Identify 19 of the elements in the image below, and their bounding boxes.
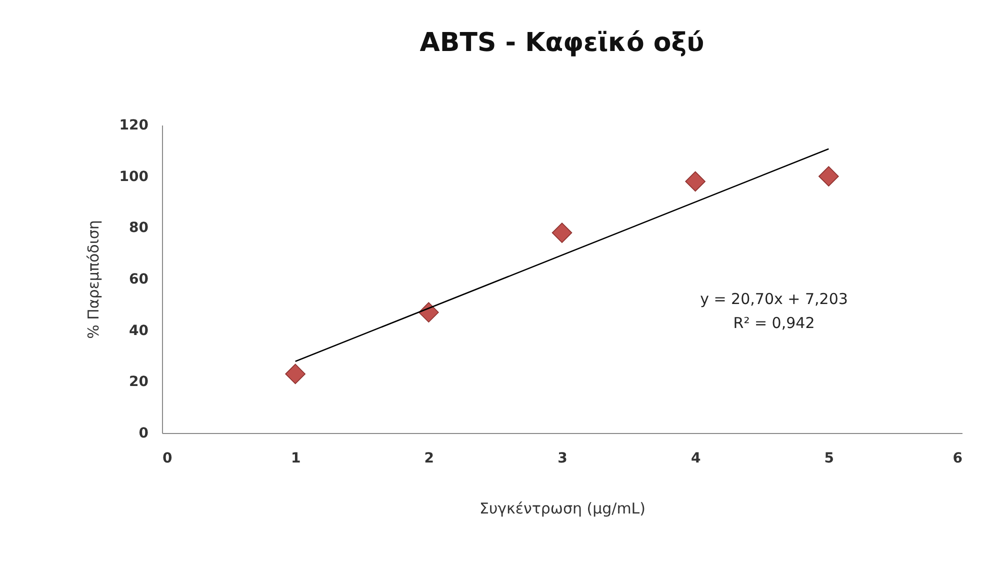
y-tick-label: 120 [119, 118, 149, 134]
y-tick-label: 60 [129, 272, 149, 288]
y-axis-title: % Παρεμπόδιση [84, 220, 102, 339]
y-tick-label: 20 [129, 374, 149, 390]
x-tick-label: 0 [162, 450, 172, 466]
x-axis-title: Συγκέντρωση (μg/mL) [479, 500, 646, 518]
y-tick-label: 0 [138, 426, 149, 442]
annotation: y = 20,70x + 7,203 [700, 290, 848, 308]
chart-title: ABTS - Καφεϊκό οξύ [420, 28, 704, 58]
y-tick-label: 80 [129, 220, 149, 236]
x-tick-label: 2 [424, 450, 434, 466]
x-tick-label: 4 [690, 450, 701, 466]
x-tick-label: 6 [952, 450, 962, 466]
y-tick-label: 40 [129, 322, 149, 339]
x-tick-label: 1 [290, 450, 301, 466]
x-tick-label: 3 [558, 450, 568, 466]
y-tick-label: 100 [119, 168, 149, 185]
annotation: R² = 0,942 [733, 314, 815, 332]
x-tick-label: 5 [824, 450, 834, 466]
